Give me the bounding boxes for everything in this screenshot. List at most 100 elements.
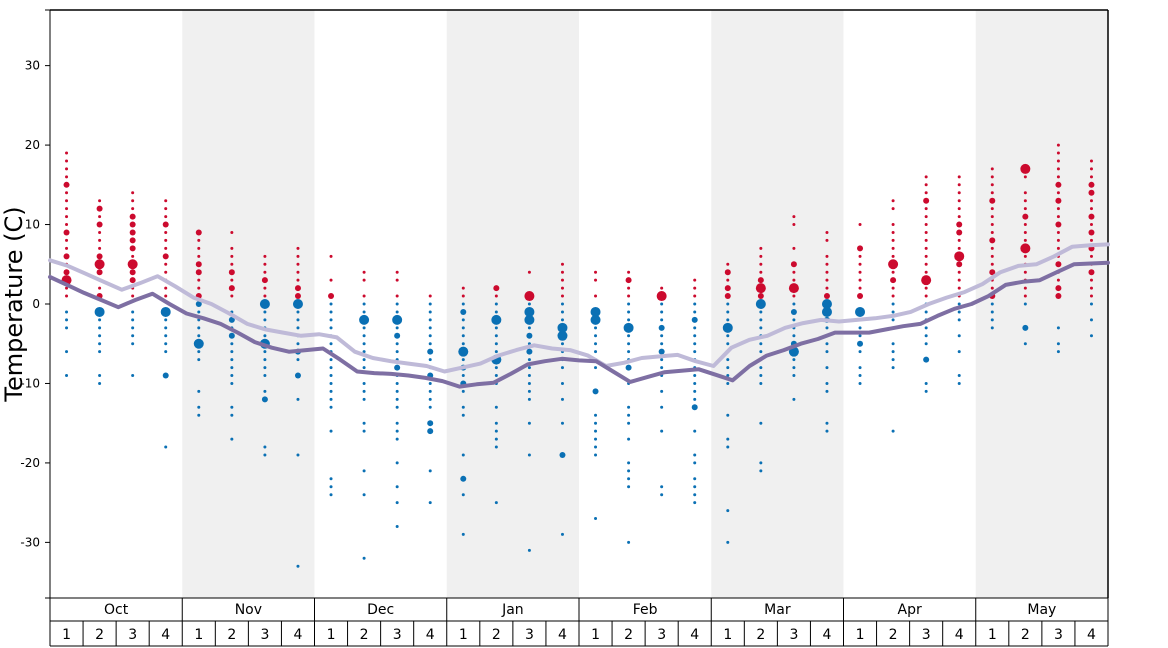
temperature-point [263,445,267,449]
temperature-point [329,429,333,433]
temperature-point [924,238,928,242]
temperature-point [627,270,631,274]
temperature-point [164,318,168,322]
temperature-point [527,366,531,370]
temperature-point [1089,278,1093,282]
temperature-point [395,389,399,393]
temperature-point [990,254,994,258]
temperature-point [990,246,994,250]
temperature-point [858,374,862,378]
temperature-point [594,429,598,433]
temperature-point [627,485,631,489]
temperature-point [428,294,432,298]
temperature-point [65,286,69,290]
temperature-point [261,396,268,403]
temperature-point [627,302,631,306]
week-label: 3 [525,627,534,643]
temperature-point [858,334,862,338]
temperature-point [693,294,697,298]
temperature-point [494,405,498,409]
temperature-point [660,389,664,393]
temperature-point [693,493,697,497]
temperature-point [461,389,465,393]
temperature-point [294,293,301,300]
temperature-point [263,350,267,354]
temperature-point [296,342,300,346]
week-label: 2 [95,627,104,643]
temperature-point [98,199,102,203]
temperature-point [594,517,598,521]
temperature-point [164,215,168,219]
week-label: 2 [360,627,369,643]
temperature-point [954,251,965,262]
temperature-point [693,381,697,385]
temperature-point [1089,207,1093,211]
temperature-point [1088,181,1095,188]
temperature-point [228,332,235,339]
temperature-point [888,259,899,270]
temperature-point [924,389,928,393]
temperature-point [428,358,432,362]
temperature-point [527,270,531,274]
temperature-point [228,269,235,276]
temperature-point [494,302,498,306]
month-label: Oct [104,602,129,618]
month-label: Dec [367,602,394,618]
temperature-point [63,181,70,188]
temperature-point [891,350,895,354]
temperature-point [924,294,928,298]
temperature-point [792,278,796,282]
temperature-point [956,229,963,236]
temperature-point [560,310,564,314]
temperature-point [726,445,730,449]
temperature-point [428,334,432,338]
temperature-point [263,294,267,298]
temperature-point [726,318,730,322]
temperature-point [957,286,961,290]
temperature-point [461,302,465,306]
temperature-point [197,334,201,338]
temperature-point [693,278,697,282]
temperature-point [1088,189,1095,196]
temperature-point [328,293,335,300]
temperature-point [594,453,598,457]
temperature-point [1056,167,1060,171]
week-label: 4 [1087,627,1096,643]
temperature-point [230,294,234,298]
temperature-point [1056,342,1060,346]
temperature-point [594,445,598,449]
temperature-point [726,358,730,362]
y-axis: -30 -20 -10 0 10 20 30 [20,9,50,599]
temperature-point [790,308,797,315]
temperature-point [395,461,399,465]
temperature-point [792,302,796,306]
y-tick-label: -10 [20,376,40,390]
temperature-point [395,421,399,425]
temperature-point [395,302,399,306]
temperature-point [263,358,267,362]
temperature-point [560,421,564,425]
temperature-point [261,277,268,284]
temperature-point [98,350,102,354]
temperature-point [957,334,961,338]
temperature-point [362,366,366,370]
temperature-point [627,540,631,544]
temperature-point [891,223,895,227]
temperature-point [65,167,69,171]
temperature-point [263,310,267,314]
week-label: 3 [1054,627,1063,643]
temperature-point [362,556,366,560]
temperature-point [1089,286,1093,290]
temperature-point [726,540,730,544]
temperature-point [759,318,763,322]
temperature-point [757,277,764,284]
temperature-point [65,175,69,179]
temperature-point [924,207,928,211]
temperature-point [557,330,568,341]
temperature-point [722,322,733,333]
temperature-point [658,348,665,355]
temperature-point [989,197,996,204]
temperature-point [296,326,300,330]
temperature-point [956,221,963,228]
temperature-point [560,278,564,282]
